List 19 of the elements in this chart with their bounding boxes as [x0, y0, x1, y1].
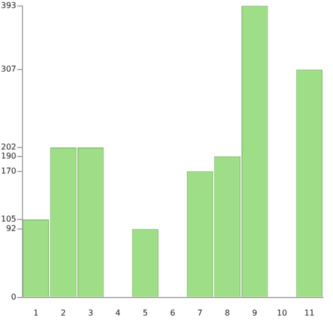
x-tick-label: 5: [142, 308, 148, 318]
y-tick-label: 307: [0, 64, 16, 74]
x-tick-label: 1: [33, 308, 38, 318]
y-tick-label: 190: [0, 152, 16, 160]
y-tick-label: 105: [0, 214, 16, 224]
x-tick-label: 8: [224, 308, 230, 318]
y-tick-label: 92: [6, 224, 16, 234]
x-tick-label: 2: [60, 308, 66, 318]
y-tick-label: 170: [0, 166, 16, 176]
y-tick-label: 202: [0, 142, 16, 152]
x-tick-label: 10: [276, 308, 288, 318]
x-tick-label: 11: [304, 308, 314, 318]
x-tick-label: 9: [252, 308, 258, 318]
x-tick-label: 3: [88, 308, 94, 318]
y-tick-label: 393: [0, 0, 16, 10]
x-tick-label: 4: [115, 308, 121, 318]
y-tick-label: 0: [11, 292, 16, 302]
x-tick-label: 6: [170, 308, 176, 318]
x-tick-label: 7: [197, 308, 203, 318]
